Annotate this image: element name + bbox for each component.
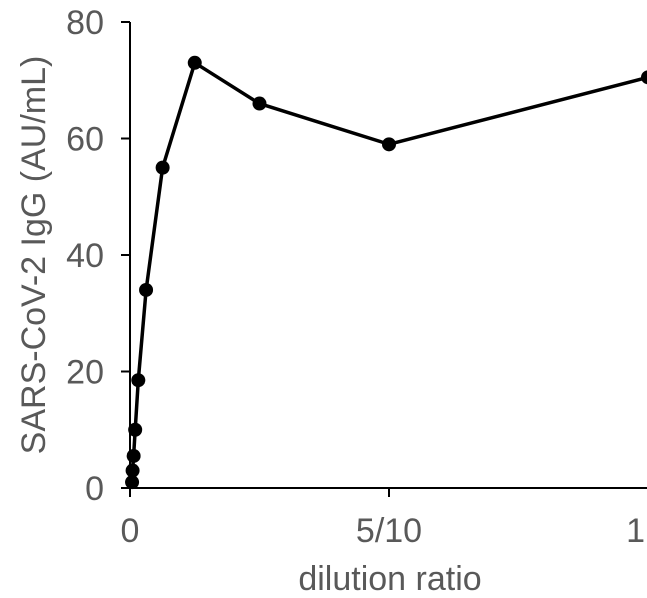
y-tick-label: 60 <box>66 121 104 159</box>
data-point <box>128 422 143 437</box>
x-axis-title: dilution ratio <box>298 560 481 598</box>
data-point <box>155 160 170 175</box>
y-tick-label: 40 <box>66 237 104 275</box>
y-ticks: 0 20 40 60 80 <box>66 4 130 508</box>
data-point <box>252 96 267 111</box>
x-ticks: 0 5/10 1 <box>121 488 645 550</box>
x-tick-label: 1 <box>626 512 645 550</box>
y-tick-label: 0 <box>85 470 104 508</box>
data-point <box>125 475 140 490</box>
data-point <box>139 282 154 297</box>
data-point <box>131 373 146 388</box>
y-tick-label: 80 <box>66 4 104 42</box>
data-point <box>382 137 396 152</box>
x-tick-label: 5/10 <box>356 512 422 550</box>
x-tick-label: 0 <box>121 512 140 550</box>
y-tick-label: 20 <box>66 354 104 392</box>
data-point <box>187 55 202 70</box>
y-axis-title: SARS-CoV-2 IgG (AU/mL) <box>15 56 53 455</box>
series-layer <box>125 55 647 490</box>
data-point <box>641 70 647 85</box>
data-point <box>126 448 141 463</box>
series-line <box>130 61 647 483</box>
data-point <box>125 463 140 478</box>
